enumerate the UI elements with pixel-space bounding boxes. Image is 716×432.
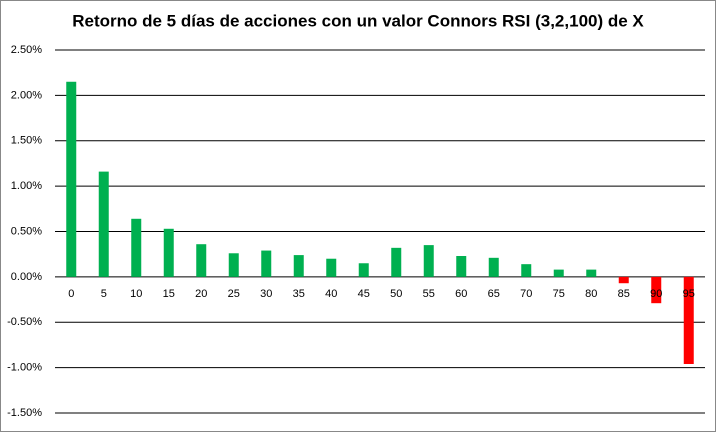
x-tick-label: 65 (488, 288, 500, 300)
x-tick-label: 50 (390, 288, 402, 300)
x-tick-label: 20 (195, 288, 207, 300)
x-tick-label: 90 (650, 288, 662, 300)
bar (391, 247, 402, 277)
bar (358, 263, 369, 277)
bar (293, 255, 304, 277)
bar (651, 276, 662, 304)
y-tick-label: 0.00% (11, 271, 42, 283)
bar (553, 269, 564, 277)
y-tick-label: -1.50% (7, 407, 42, 419)
x-tick-label: 85 (618, 288, 630, 300)
x-tick-label: 70 (520, 288, 532, 300)
x-tick-label: 30 (260, 288, 272, 300)
x-tick-label: 80 (585, 288, 597, 300)
y-tick-label: 0.50% (11, 225, 42, 237)
x-tick-label: 95 (683, 288, 695, 300)
x-tick-label: 55 (423, 288, 435, 300)
x-tick-label: 75 (553, 288, 565, 300)
bar (683, 276, 694, 364)
x-tick-label: 40 (325, 288, 337, 300)
bar (618, 276, 629, 284)
bar (98, 171, 109, 277)
y-tick-label: 1.00% (11, 180, 42, 192)
y-tick-label: 2.00% (11, 89, 42, 101)
y-tick-label: 2.50% (11, 44, 42, 56)
bar (488, 257, 499, 277)
x-tick-label: 35 (293, 288, 305, 300)
bar (423, 245, 434, 277)
x-tick-label: 10 (130, 288, 142, 300)
bar (586, 269, 597, 277)
x-tick-label: 25 (228, 288, 240, 300)
bar (521, 264, 532, 277)
bar (131, 218, 142, 277)
x-tick-label: 0 (68, 288, 74, 300)
bar (163, 228, 174, 277)
bar (66, 81, 77, 277)
x-tick-label: 45 (358, 288, 370, 300)
bar (196, 244, 207, 277)
bar (456, 256, 467, 277)
y-tick-label: -0.50% (7, 316, 42, 328)
x-tick-label: 15 (163, 288, 175, 300)
x-tick-label: 60 (455, 288, 467, 300)
bar (261, 250, 272, 277)
y-tick-label: 1.50% (11, 135, 42, 147)
x-tick-label: 5 (101, 288, 107, 300)
bar (228, 253, 239, 277)
bar (326, 258, 337, 277)
y-tick-label: -1.00% (7, 362, 42, 374)
chart-title: Retorno de 5 días de acciones con un val… (72, 11, 644, 30)
